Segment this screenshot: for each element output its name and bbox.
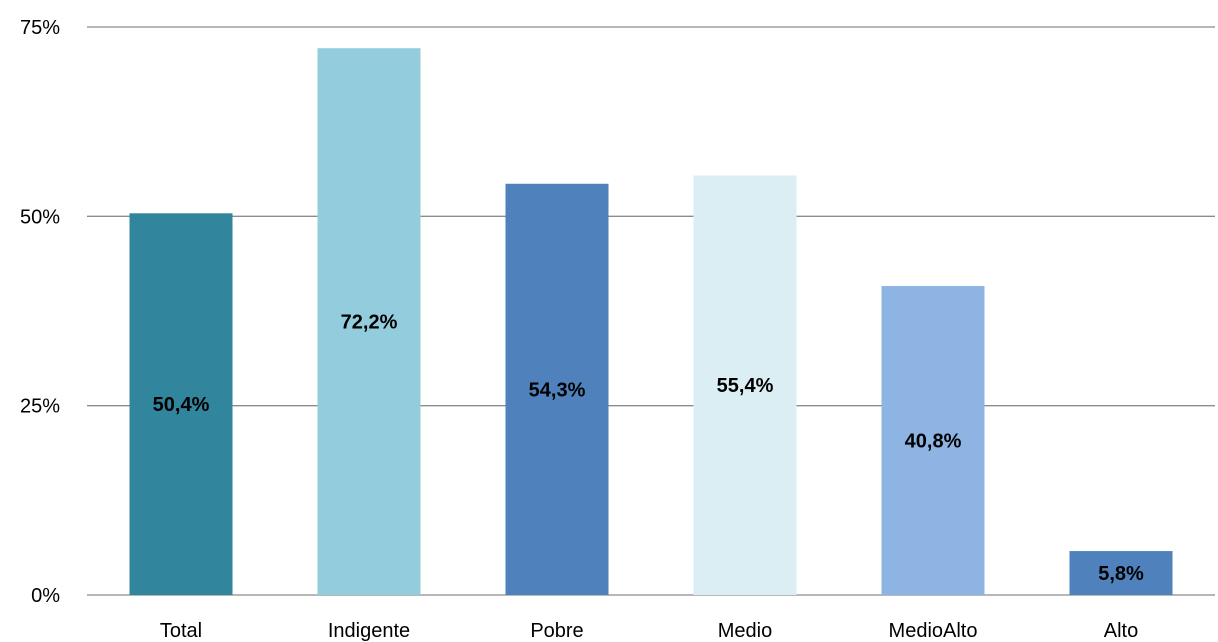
data-labels: 50,4% 72,2% 54,3% 55,4% 40,8% 5,8% bbox=[153, 312, 1144, 585]
data-label: 40,8% bbox=[905, 431, 962, 453]
x-category-label: Pobre bbox=[530, 620, 583, 642]
x-category-label: MedioAlto bbox=[889, 620, 978, 642]
data-label: 5,8% bbox=[1098, 563, 1144, 585]
x-axis-categories: Total Indigente Pobre Medio MedioAlto Alto bbox=[160, 620, 1138, 642]
gridlines bbox=[87, 26, 1215, 596]
y-axis-ticks: 0% 25% 50% 75% bbox=[20, 17, 60, 607]
bars bbox=[129, 48, 1173, 596]
bar bbox=[1069, 551, 1173, 595]
data-label: 55,4% bbox=[717, 375, 774, 397]
x-category-label: Total bbox=[160, 620, 202, 642]
x-category-label: Medio bbox=[718, 620, 772, 642]
bar bbox=[881, 286, 985, 595]
y-tick-label: 50% bbox=[20, 206, 60, 228]
x-category-label: Indigente bbox=[328, 620, 410, 642]
bar bbox=[505, 183, 609, 595]
data-label: 54,3% bbox=[529, 379, 586, 401]
y-tick-label: 25% bbox=[20, 396, 60, 418]
y-tick-label: 75% bbox=[20, 17, 60, 39]
x-category-label: Alto bbox=[1104, 620, 1138, 642]
bar bbox=[129, 213, 233, 595]
data-label: 50,4% bbox=[153, 394, 210, 416]
y-tick-label: 0% bbox=[31, 585, 60, 607]
data-label: 72,2% bbox=[341, 312, 398, 334]
bar bbox=[317, 48, 421, 596]
bar bbox=[693, 175, 797, 596]
